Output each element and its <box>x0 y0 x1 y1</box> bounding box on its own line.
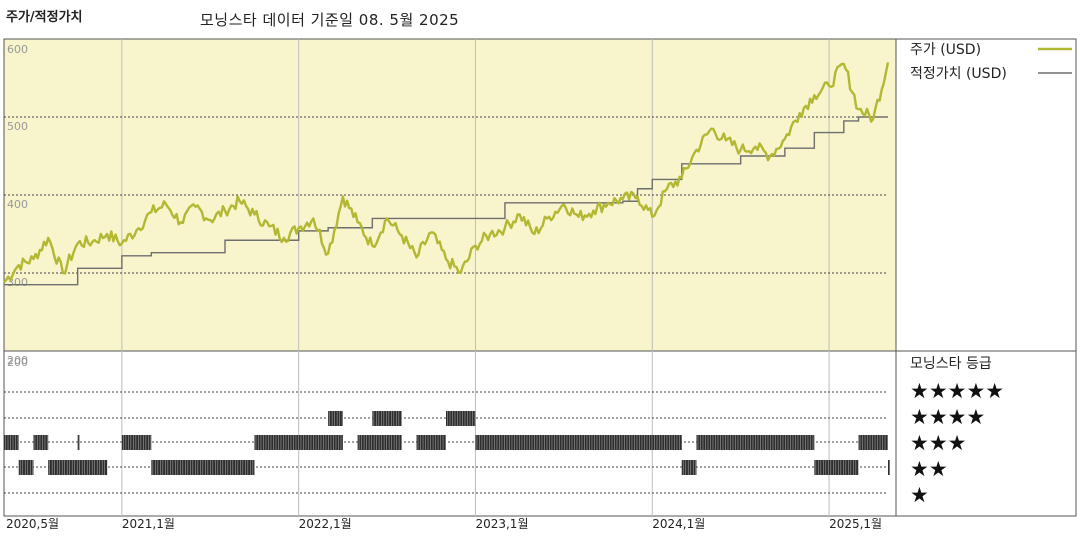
data-date-label: 모닝스타 데이터 기준일 08. 5월 2025 <box>200 11 460 29</box>
x-tick-labels: 2020,5월 2021,1월 2022,1월 2023,1월 2024,1월 2025,… <box>6 517 882 531</box>
y-tick-label: 200 <box>7 356 28 369</box>
rating-segment-3-stars <box>121 435 152 450</box>
rating-2-stars: ★★ <box>910 457 948 481</box>
chart-title: 주가/적정가치 <box>6 10 83 25</box>
y-tick-label: 300 <box>7 276 28 289</box>
rating-segment-3-stars <box>357 435 402 450</box>
rating-5-stars: ★★★★★ <box>910 379 1004 403</box>
rating-segment-2-stars <box>888 460 890 475</box>
rating-segment-3-stars <box>475 435 682 450</box>
rating-segment-3-stars <box>416 435 446 450</box>
rating-segment-3-stars <box>254 435 343 450</box>
y-tick-label: 200 <box>7 354 28 367</box>
rating-segment-3-stars <box>77 435 80 450</box>
y-tick-label: 500 <box>7 120 28 133</box>
rating-segment-2-stars <box>681 460 697 475</box>
rating-bars <box>4 411 890 475</box>
rating-segment-4-stars <box>328 411 343 426</box>
x-tick-label: 2024,1월 <box>652 517 705 531</box>
rating-segment-2-stars <box>18 460 34 475</box>
legend-price-label: 주가 (USD) <box>910 42 981 58</box>
legend-panel <box>895 38 1077 517</box>
rating-segment-3-stars <box>858 435 888 450</box>
rating-segment-4-stars <box>372 411 402 426</box>
rating-plot-area <box>3 350 897 517</box>
x-tick-label: 2021,1월 <box>122 517 175 531</box>
y-tick-label: 400 <box>7 198 28 211</box>
rating-segment-3-stars <box>696 435 815 450</box>
fair-value-line <box>4 116 888 286</box>
rating-1-star: ★ <box>910 483 929 507</box>
x-tick-label: 2022,1월 <box>299 517 352 531</box>
rating-4-stars: ★★★★ <box>910 405 985 429</box>
rating-segment-3-stars <box>33 435 49 450</box>
rating-segment-2-stars <box>814 460 859 475</box>
rating-segment-4-stars <box>446 411 476 426</box>
rating-legend-title: 모닝스타 등급 <box>910 356 992 372</box>
rating-3-stars: ★★★ <box>910 431 966 455</box>
legend-fair-label: 적정가치 (USD) <box>910 66 1007 82</box>
price-line <box>3 62 890 284</box>
x-tick-label: 2025,1월 <box>829 517 882 531</box>
rating-segment-2-stars <box>48 460 108 475</box>
y-tick-label: 600 <box>7 43 28 56</box>
horizontal-gridlines <box>4 116 888 274</box>
x-tick-label: 2020,5월 <box>6 517 59 531</box>
x-tick-label: 2023,1월 <box>475 517 528 531</box>
rating-segment-3-stars <box>4 435 19 450</box>
rating-segment-2-stars <box>151 460 255 475</box>
